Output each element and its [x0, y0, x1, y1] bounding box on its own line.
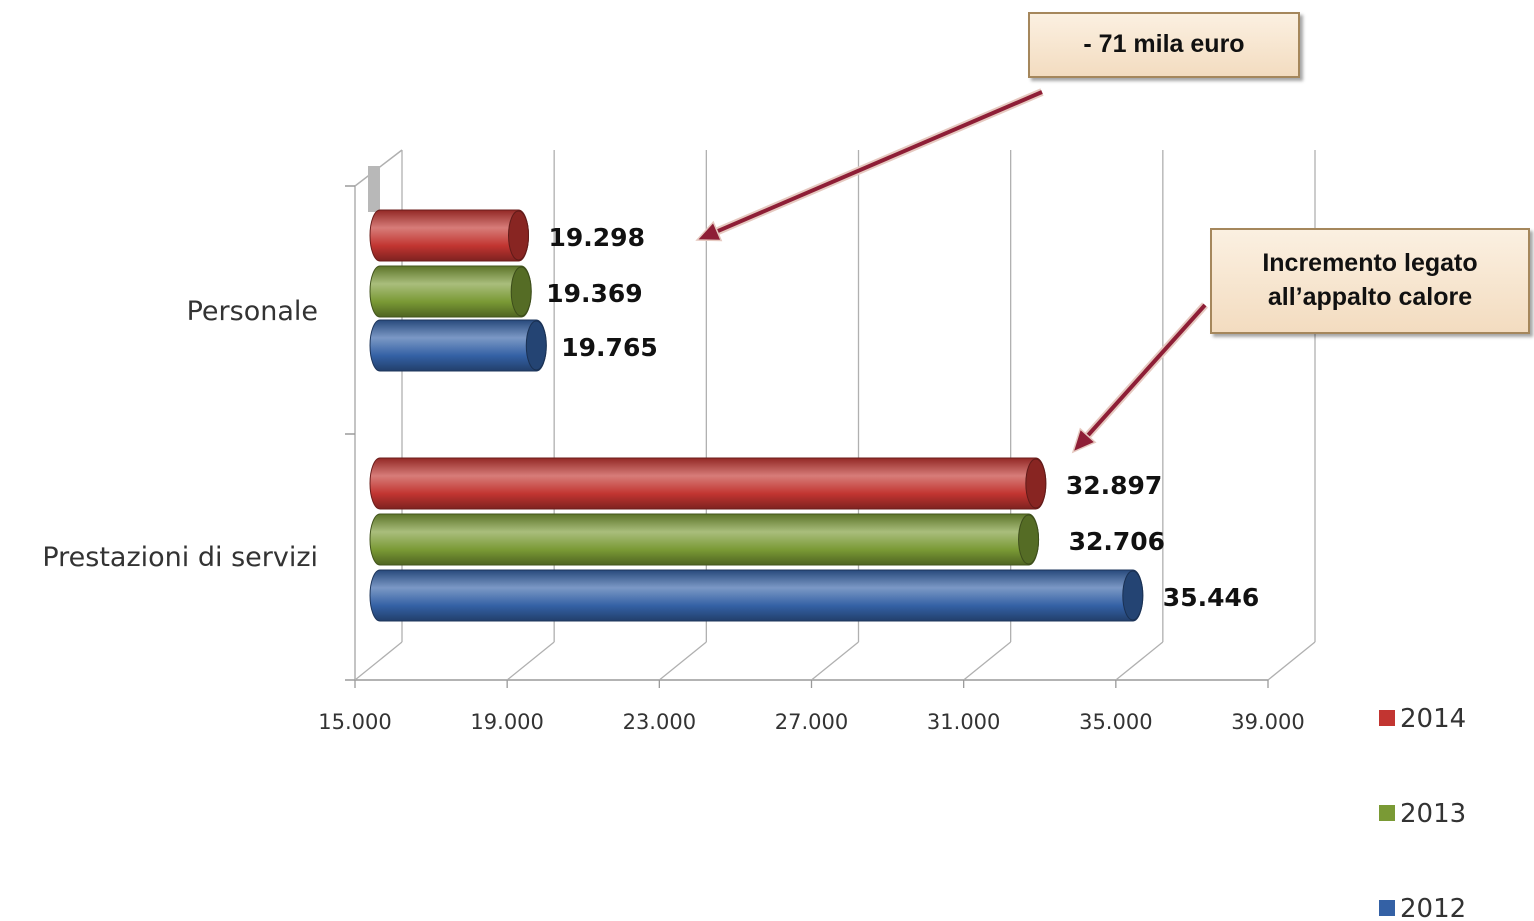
x-tick-label: 15.000: [318, 710, 391, 734]
annotation-callout-1: - 71 mila euro: [1028, 12, 1300, 78]
data-label: 19.369: [546, 279, 642, 308]
annotation-arrow: [697, 92, 1042, 241]
annotation-arrow: [1073, 305, 1205, 452]
data-label: 32.897: [1066, 471, 1162, 500]
category-label: Personale: [187, 296, 318, 327]
bar: [370, 458, 1046, 509]
legend-item: 2013: [1379, 799, 1466, 829]
grid-floor-line: [355, 642, 402, 680]
x-tick-label: 39.000: [1231, 710, 1304, 734]
legend-item: 2014: [1379, 704, 1466, 734]
x-tick-label: 23.000: [623, 710, 696, 734]
data-label: 32.706: [1069, 527, 1165, 556]
x-tick-label: 27.000: [775, 710, 848, 734]
x-tick-label: 19.000: [470, 710, 543, 734]
legend-swatch: [1379, 805, 1395, 821]
bar: [370, 266, 531, 317]
bar: [370, 320, 546, 371]
legend-swatch: [1379, 710, 1395, 726]
x-tick-label: 35.000: [1079, 710, 1152, 734]
grid-floor-line: [812, 642, 859, 680]
legend-label: 2013: [1400, 799, 1466, 829]
bars: [370, 210, 1143, 621]
data-label: 19.298: [549, 223, 645, 252]
grid-floor-line: [507, 642, 554, 680]
grid-floor-line: [964, 642, 1011, 680]
legend-label: 2014: [1400, 704, 1466, 734]
legend-item: 2012: [1379, 894, 1466, 921]
annotation-arrows: [697, 92, 1205, 452]
data-label: 19.765: [561, 333, 657, 362]
bar: [370, 514, 1039, 565]
data-label: 35.446: [1163, 583, 1259, 612]
legend: 2014 2013 2012: [1379, 704, 1466, 921]
legend-swatch: [1379, 900, 1395, 916]
grid-floor-line: [659, 642, 706, 680]
bar: [370, 570, 1143, 621]
x-tick-label: 31.000: [927, 710, 1000, 734]
legend-label: 2012: [1400, 894, 1466, 921]
annotation-callout-2: Incremento legato all’appalto calore: [1210, 228, 1530, 334]
grid-floor-line: [1116, 642, 1163, 680]
depth-wall-sliver: [368, 166, 380, 212]
category-label: Prestazioni di servizi: [42, 542, 318, 573]
grid-floor-line: [1268, 642, 1315, 680]
bar: [370, 210, 529, 261]
